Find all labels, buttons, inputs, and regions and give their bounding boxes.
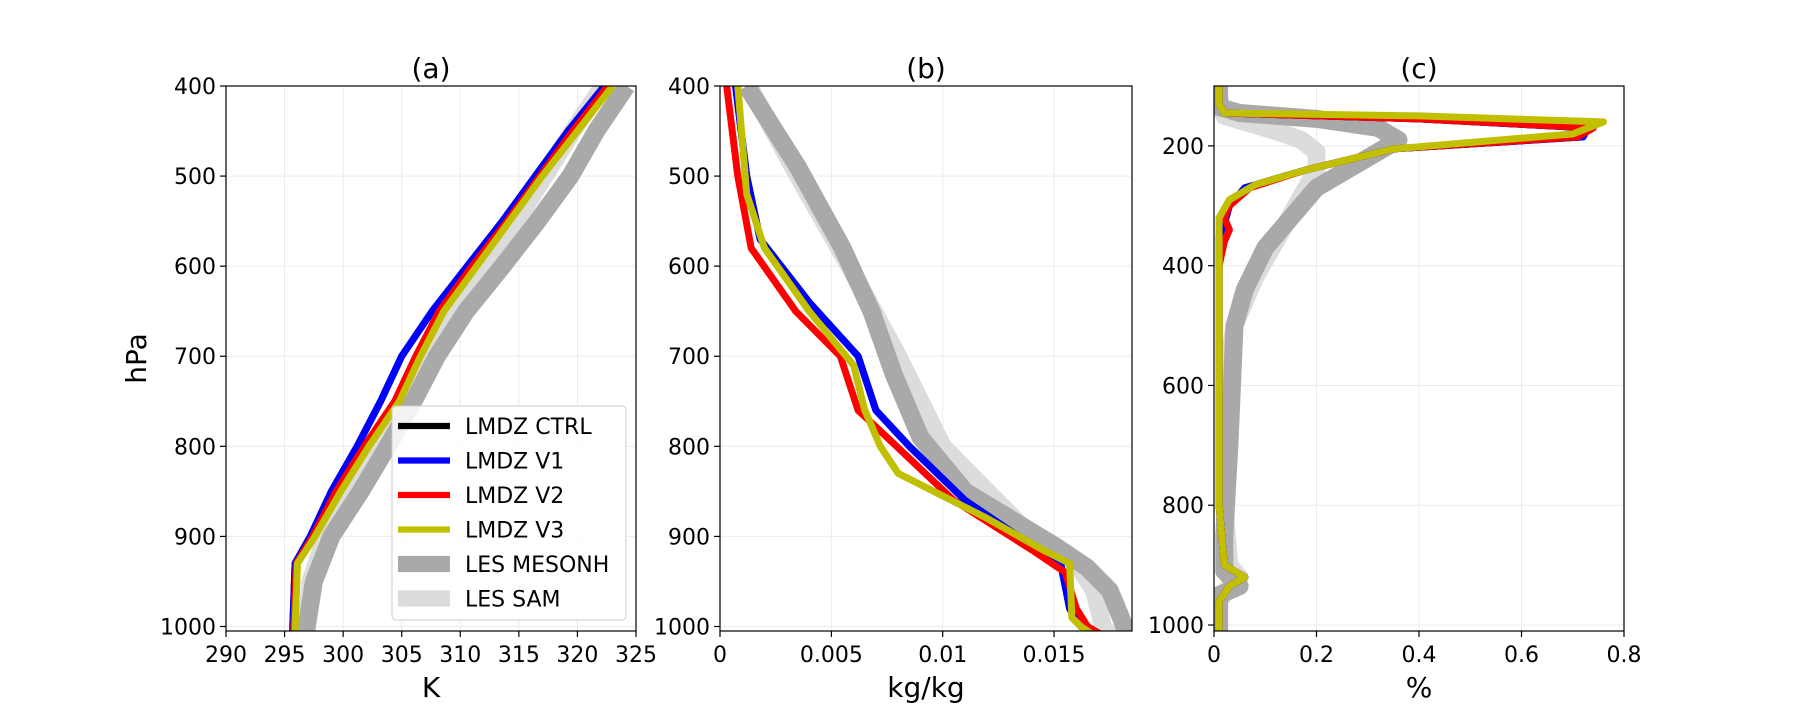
series-line-lmdz-v1 [1215, 86, 1592, 631]
y-tick-label: 900 [174, 525, 216, 550]
x-tick-label: 310 [439, 643, 481, 668]
x-axis-label: % [1406, 671, 1433, 704]
series-line-lmdz-v2 [1215, 86, 1597, 631]
series-line-les-mesonh [739, 86, 1132, 631]
y-tick-label: 1000 [1148, 614, 1204, 639]
y-tick-label: 1000 [654, 615, 710, 640]
series-line-les-mesonh [297, 86, 635, 631]
x-tick-label: 0.015 [1023, 643, 1086, 668]
x-tick-label: 0.4 [1402, 643, 1437, 668]
x-tick-label: 295 [264, 643, 306, 668]
y-tick-label: 600 [1162, 374, 1204, 399]
y-tick-label: 600 [668, 255, 710, 280]
y-axis-label: hPa [120, 333, 153, 384]
panel-b: 0 0.005 0.01 0.015 400 500 600 700 800 900 1000 (b)… [654, 52, 1133, 704]
legend: LMDZ CTRL LMDZ V1 LMDZ V2 LMDZ V3 LES MESONH… [391, 405, 627, 621]
legend-label-les-mesonh: LES MESONH [465, 553, 609, 578]
legend-label-lmdz-ctrl: LMDZ CTRL [465, 415, 592, 440]
x-tick-label: 0.6 [1504, 643, 1539, 668]
x-tick-label: 0.8 [1607, 643, 1642, 668]
series-line-lmdz-ctrl [1215, 86, 1592, 631]
y-tick-label: 500 [174, 165, 216, 190]
x-tick-label: 320 [556, 643, 598, 668]
x-tick-label: 290 [205, 643, 247, 668]
x-tick-label: 0.005 [800, 643, 863, 668]
x-tick-label: 0 [713, 643, 727, 668]
y-tick-label: 700 [668, 345, 710, 370]
panel-c: 0 0.2 0.4 0.6 0.8 200 400 600 800 1000 (c)% [1148, 52, 1642, 704]
series-line-lmdz-v2 [723, 86, 1103, 631]
y-tick-label: 400 [1162, 255, 1204, 280]
series-group [723, 86, 1132, 631]
y-tick-label: 900 [668, 525, 710, 550]
y-tick-label: 200 [1162, 135, 1204, 160]
series-line-lmdz-v3 [734, 86, 1094, 631]
y-tick-label: 1000 [160, 615, 216, 640]
x-tick-label: 300 [322, 643, 364, 668]
x-tick-label: 0.01 [918, 643, 967, 668]
panel-title: (b) [906, 52, 946, 85]
series-line-lmdz-v3 [1215, 86, 1607, 631]
y-tick-label: 800 [1162, 494, 1204, 519]
axes-frame [225, 85, 637, 632]
series-group [1214, 86, 1607, 631]
panel-title: (a) [411, 52, 450, 85]
x-axis-label: kg/kg [887, 671, 964, 704]
legend-label-les-sam: LES SAM [465, 588, 561, 613]
y-tick-label: 400 [668, 75, 710, 100]
y-tick-label: 700 [174, 345, 216, 370]
y-tick-label: 400 [174, 75, 216, 100]
legend-box [391, 405, 627, 621]
legend-label-lmdz-v1: LMDZ V1 [465, 450, 564, 475]
legend-label-lmdz-v3: LMDZ V3 [465, 519, 564, 544]
x-tick-label: 0 [1207, 643, 1221, 668]
x-tick-label: 0.2 [1299, 643, 1334, 668]
y-tick-label: 800 [668, 435, 710, 460]
panel-title: (c) [1400, 52, 1437, 85]
y-tick-label: 500 [668, 165, 710, 190]
series-line-lmdz-v3 [291, 86, 616, 631]
series-group [289, 86, 635, 631]
y-tick-label: 600 [174, 255, 216, 280]
x-tick-label: 305 [381, 643, 423, 668]
legend-label-lmdz-v2: LMDZ V2 [465, 484, 564, 509]
x-tick-label: 325 [615, 643, 657, 668]
axes-frame [719, 85, 1133, 632]
y-tick-label: 800 [174, 435, 216, 460]
x-tick-label: 315 [498, 643, 540, 668]
x-axis-label: K [422, 671, 441, 704]
